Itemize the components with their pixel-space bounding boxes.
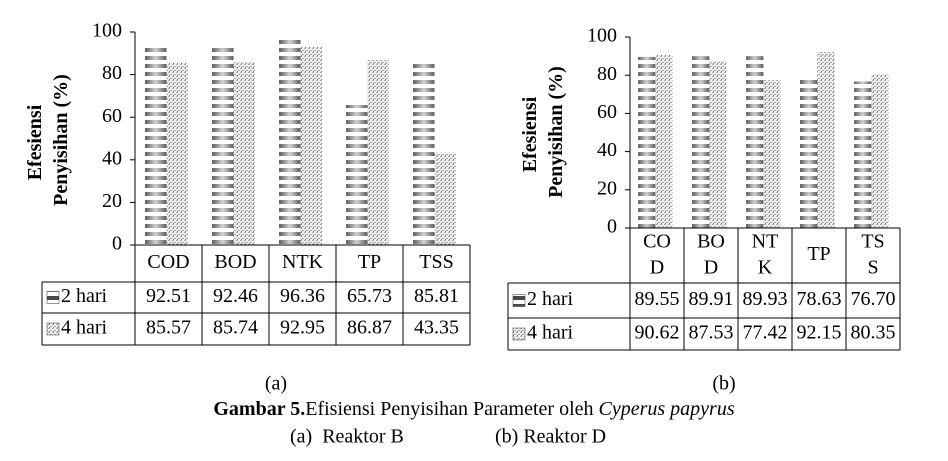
y-axis-label-line: Penyisihan (%) [50,74,72,206]
bar [367,59,389,245]
legend-swatch [512,327,526,341]
category-label-line: D [704,256,718,278]
bar-shine [746,56,764,228]
value-label: 76.70 [851,288,896,310]
value-label: 85.81 [414,285,459,307]
bar-shine [279,39,301,245]
value-label: 92.51 [146,285,191,307]
value-label: 96.36 [280,285,325,307]
bar-shine [413,62,435,245]
value-label: 86.87 [347,317,392,339]
bar [763,80,781,228]
category-label: BOD [214,251,256,273]
legend-swatch [512,294,526,307]
legend-label: 4 hari [61,317,108,339]
value-label: 85.74 [213,317,258,339]
bar-shine [638,56,656,228]
value-label: 90.62 [635,322,680,344]
bar-shine [145,47,167,245]
legend-label: 2 hari [527,288,574,310]
category-label: NTK [282,251,324,273]
subcaption-b: (b) Reaktor D [495,426,606,448]
category-label: CO D [643,230,671,278]
y-tick-label: 80 [102,62,122,84]
bar [434,152,456,245]
bar-shine [692,56,710,229]
category-label: TSS [419,251,453,273]
legend-swatch [46,322,60,336]
category-label-line: K [758,256,773,278]
y-tick-label: 20 [597,177,617,199]
y-tick-label: 100 [92,20,122,42]
caption-prefix: Gambar 5. [213,398,305,420]
legend-swatch [46,291,60,304]
y-tick-label: 60 [102,105,122,127]
bar [871,74,889,229]
category-label-line: D [650,256,664,278]
y-axis-label-line: Efesiensi [519,92,541,173]
category-label: TP [358,251,381,273]
subcaption-a: (a) Reaktor B [290,426,404,448]
legend-label: 2 hari [61,285,108,307]
y-tick-label: 40 [102,147,122,169]
bar-shine [212,48,234,246]
panel-label: (a) [265,373,287,395]
category-label-line: CO [643,230,671,252]
bar [166,62,188,245]
category-label-line: BO [697,230,725,252]
legend-label: 4 hari [527,322,574,344]
bar [300,47,322,246]
bar [655,54,673,228]
bar [817,51,835,228]
y-axis-label: Efesiensi Penyisihan (%) [24,74,72,206]
category-label: TP [807,243,830,265]
y-axis-label-line: Efesiensi [24,100,46,181]
category-label-line: NT [752,230,779,252]
value-label: 85.57 [146,317,191,339]
value-label: 43.35 [414,317,459,339]
bar [709,60,727,228]
value-label: 89.91 [689,288,734,310]
panel-label: (b) [712,373,735,395]
y-tick-label: 20 [102,190,122,212]
bar [233,62,255,246]
y-tick-label: 0 [112,233,122,255]
caption-text: Efisiensi Penyisihan Parameter oleh [305,398,598,420]
y-tick-label: 0 [607,216,617,238]
value-label: 92.95 [280,317,325,339]
category-label-line: TS [861,230,884,252]
y-axis-label: Efesiensi Penyisihan (%) [519,66,567,198]
value-label: 92.15 [797,322,842,344]
y-tick-label: 40 [597,139,617,161]
category-label: TS S [861,230,884,278]
value-label: 65.73 [347,285,392,307]
caption-italic: Cyperus papyrus [599,398,735,420]
caption: Gambar 5.Efisiensi Penyisihan Parameter … [213,398,734,420]
bar-shine [346,104,368,245]
bar-shine [800,77,818,228]
value-label: 87.53 [689,322,734,344]
value-label: 78.63 [797,288,842,310]
bar-shine [854,81,872,229]
value-label: 92.46 [213,285,258,307]
y-tick-label: 100 [587,25,617,47]
category-label: BO D [697,230,725,278]
value-label: 89.93 [743,288,788,310]
y-axis-label-line: Penyisihan (%) [545,66,567,198]
category-label: COD [147,251,189,273]
y-tick-label: 80 [597,63,617,85]
category-label: NT K [752,230,779,278]
value-label: 80.35 [851,322,896,344]
value-label: 89.55 [635,288,680,310]
value-label: 77.42 [743,322,788,344]
category-label-line: S [867,256,878,278]
y-tick-label: 60 [597,101,617,123]
